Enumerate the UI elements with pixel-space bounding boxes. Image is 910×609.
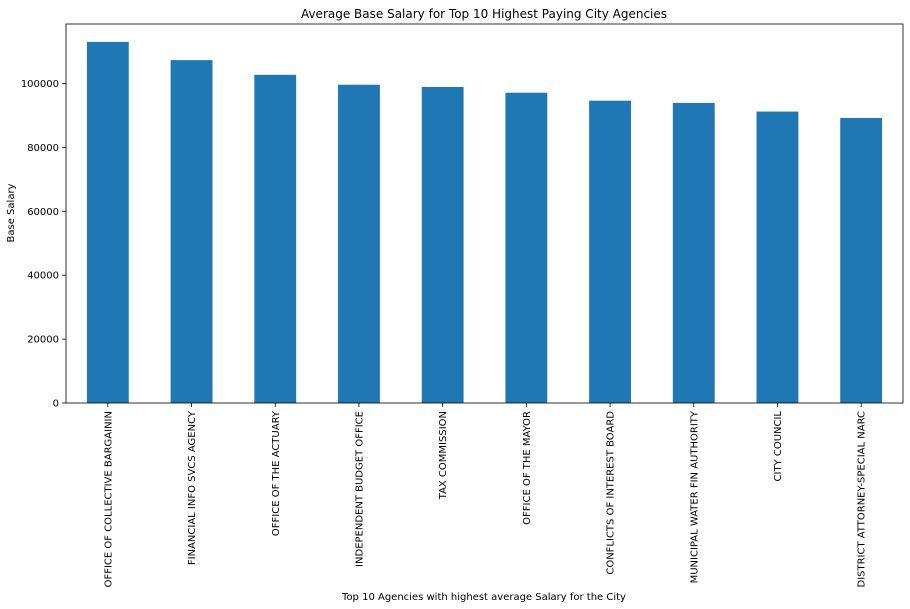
chart-title: Average Base Salary for Top 10 Highest P… [301, 7, 667, 21]
x-tick-label: MUNICIPAL WATER FIN AUTHORITY [689, 410, 700, 583]
x-tick-label: DISTRICT ATTORNEY-SPECIAL NARC [857, 411, 868, 588]
bar-3 [254, 74, 297, 403]
y-axis-label: Base Salary [6, 183, 17, 242]
bar-2 [170, 60, 213, 404]
x-tick-label: CITY COUNCIL [773, 411, 784, 482]
x-axis-label: Top 10 Agencies with highest average Sal… [341, 592, 626, 603]
y-axis-ticks: 0 20000 40000 60000 80000 100000 [21, 79, 66, 410]
bars-group [86, 41, 883, 404]
bar-4 [338, 84, 380, 403]
x-tick-label: OFFICE OF COLLECTIVE BARGAININ [103, 411, 114, 587]
x-tick-label: OFFICE OF THE ACTUARY [271, 410, 282, 536]
x-axis-ticks: OFFICE OF COLLECTIVE BARGAININ FINANCIAL … [103, 403, 868, 588]
bar-8 [672, 102, 715, 404]
bar-10 [840, 117, 883, 403]
y-tick-label: 20000 [27, 335, 59, 346]
y-tick-label: 40000 [27, 271, 59, 282]
bar-1 [86, 41, 129, 404]
bar-5 [421, 86, 464, 403]
x-tick-label: TAX COMMISSION [438, 411, 449, 500]
x-tick-label: OFFICE OF THE MAYOR [522, 411, 533, 525]
y-tick-label: 60000 [27, 207, 59, 218]
x-tick-label: INDEPENDENT BUDGET OFFICE [354, 411, 365, 567]
x-tick-label: CONFLICTS OF INTEREST BOARD [606, 411, 617, 575]
y-tick-label: 0 [53, 399, 59, 410]
y-tick-label: 100000 [21, 79, 59, 90]
x-tick-label: FINANCIAL INFO SVCS AGENCY [187, 410, 198, 565]
bar-6 [505, 92, 548, 404]
bar-9 [756, 111, 799, 403]
bar-7 [589, 100, 631, 403]
plot-frame [65, 23, 904, 404]
y-tick-label: 80000 [27, 143, 59, 154]
